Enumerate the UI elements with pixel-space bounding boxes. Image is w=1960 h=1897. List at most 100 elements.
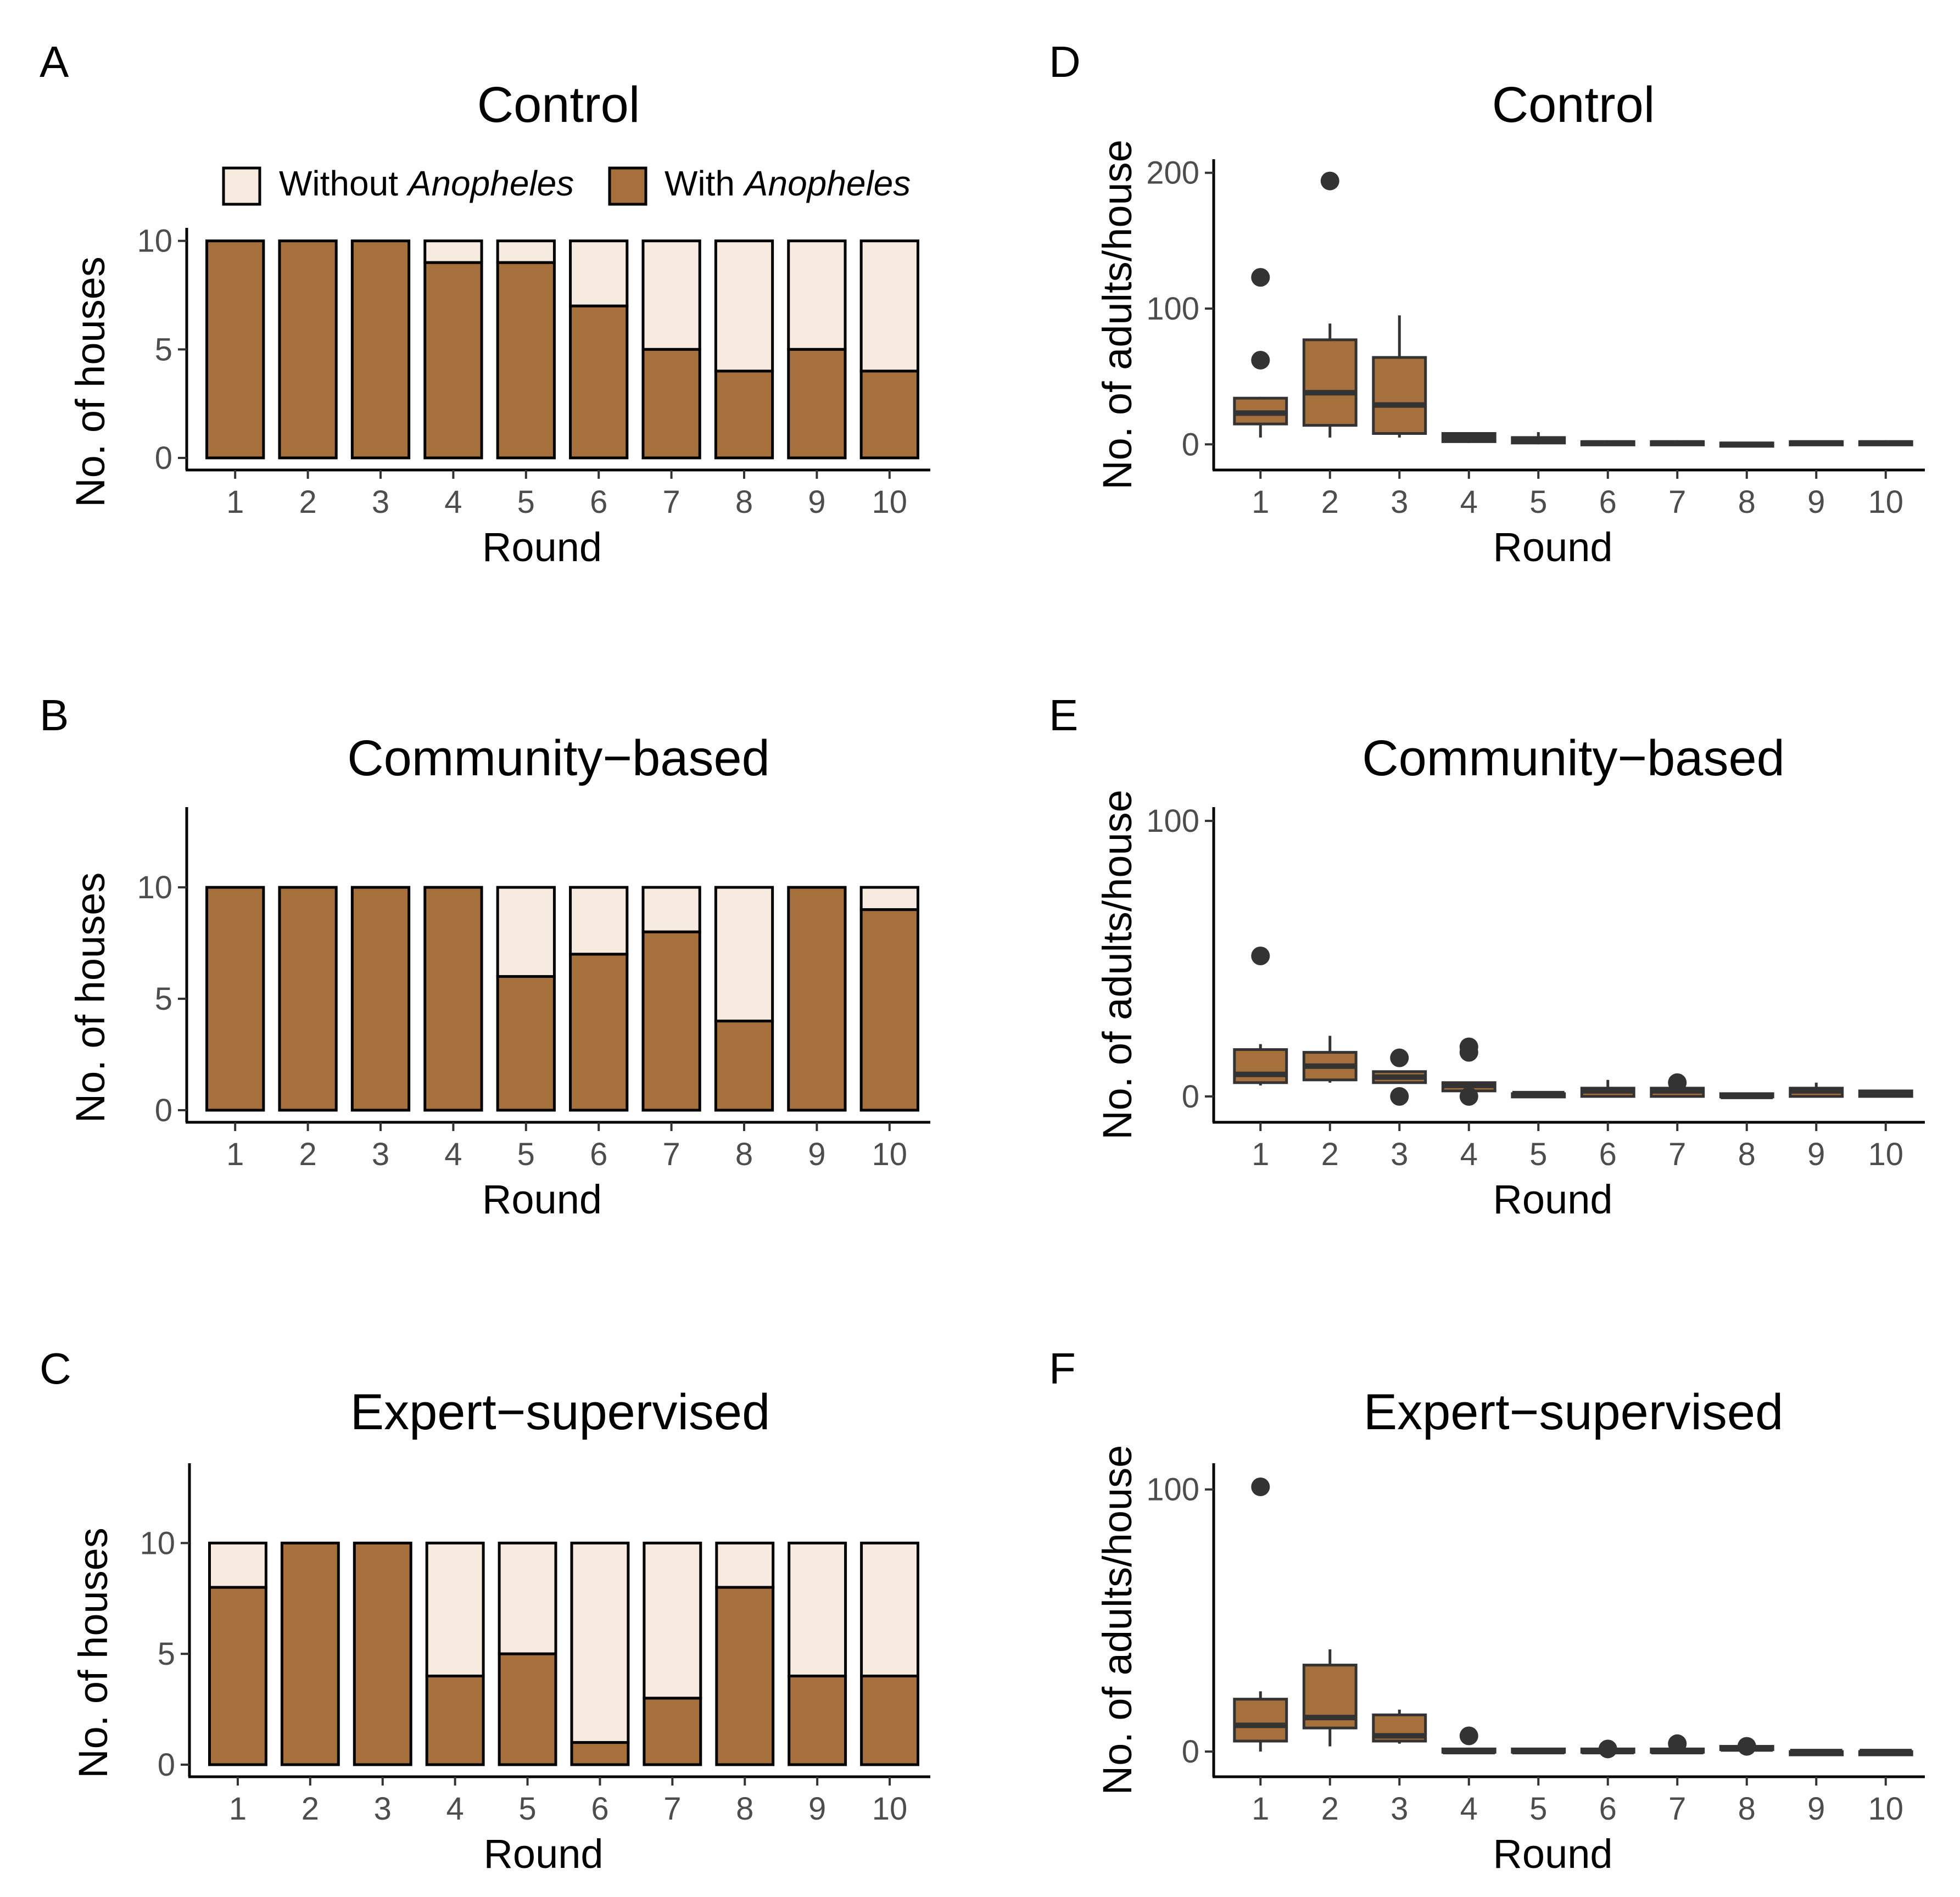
panel-letter: D (1049, 37, 1081, 86)
box-round-2 (1302, 1649, 1358, 1747)
box-round-1 (1233, 268, 1288, 438)
panel-b: B Community−based 0 5 10 1 2 3 4 5 6 7 8 9 10 Round No. … (40, 691, 930, 1222)
bar-with-anopheles (715, 1586, 775, 1766)
x-tick-label: 5 (1529, 1791, 1547, 1827)
panel-c: C Expert−supervised 0 5 10 1 2 3 4 5 6 7 8 9 10 Round No… (40, 1344, 930, 1877)
box-round-6 (1580, 1739, 1635, 1759)
box-round-2 (1302, 171, 1358, 438)
bar-with-anopheles (498, 1652, 557, 1766)
x-tick-label: 1 (226, 1137, 244, 1172)
x-tick-label: 8 (1738, 1791, 1756, 1827)
bar-without-anopheles (714, 886, 774, 1023)
x-tick-label: 10 (872, 484, 908, 520)
x-tick-label: 6 (590, 1137, 607, 1172)
x-tick-label: 10 (1868, 484, 1903, 520)
bar-without-anopheles (569, 886, 629, 956)
bar-without-anopheles (643, 1541, 702, 1700)
y-tick-label: 10 (137, 223, 172, 259)
y-axis-title: No. of houses (68, 256, 113, 507)
y-axis-title: No. of adults/house (1095, 790, 1140, 1140)
bar-without-anopheles (641, 239, 701, 351)
x-tick-label: 2 (1321, 1137, 1339, 1172)
bar-with-anopheles (425, 1675, 485, 1766)
box-round-6 (1580, 1079, 1635, 1098)
bar-with-anopheles (641, 930, 701, 1112)
bar-without-anopheles (859, 239, 919, 373)
box-round-10 (1858, 1749, 1913, 1756)
bar-without-anopheles (208, 1541, 267, 1589)
y-tick-label: 5 (155, 332, 172, 367)
x-tick-label: 10 (872, 1137, 908, 1172)
y-tick-label: 0 (1182, 427, 1199, 462)
outlier-point (1737, 1737, 1756, 1756)
bar-with-anopheles (280, 1541, 340, 1766)
box-round-6 (1580, 440, 1635, 446)
x-axis-title: Round (1493, 524, 1612, 570)
box-round-8 (1719, 1737, 1774, 1756)
box-round-4 (1441, 1726, 1496, 1755)
x-tick-label: 2 (299, 1137, 316, 1172)
bar-with-anopheles (278, 886, 338, 1112)
x-tick-label: 5 (518, 1791, 536, 1827)
x-tick-label: 1 (229, 1791, 247, 1827)
box (1233, 1048, 1288, 1084)
bar-without-anopheles (859, 886, 919, 911)
bar-without-anopheles (423, 239, 483, 264)
y-tick-label: 5 (158, 1636, 175, 1672)
outlier-point (1251, 946, 1270, 965)
box-round-3 (1372, 315, 1427, 438)
y-tick-label: 0 (1182, 1079, 1199, 1115)
box-round-10 (1858, 1089, 1913, 1098)
bar-with-anopheles (859, 370, 919, 460)
bar-without-anopheles (788, 1541, 847, 1678)
outlier-point (1459, 1037, 1478, 1056)
panel-letter: E (1049, 691, 1078, 740)
box-round-9 (1789, 440, 1844, 446)
x-tick-label: 3 (1391, 484, 1408, 520)
bar-without-anopheles (498, 1541, 557, 1655)
outlier-point (1251, 268, 1270, 287)
panel-letter: B (40, 691, 69, 740)
y-tick-label: 0 (155, 440, 172, 476)
x-tick-label: 6 (1599, 484, 1617, 520)
panel-letter: F (1049, 1344, 1076, 1393)
box-round-3 (1372, 1048, 1427, 1106)
box-round-5 (1511, 1747, 1566, 1755)
bar-with-anopheles (641, 348, 701, 460)
legend-key-with (608, 166, 647, 206)
box-round-5 (1511, 432, 1566, 445)
box-round-10 (1858, 440, 1913, 446)
bar-with-anopheles (859, 908, 919, 1112)
outlier-point (1668, 1734, 1687, 1753)
bar-with-anopheles (788, 1675, 847, 1766)
bar-without-anopheles (569, 239, 629, 307)
bar-without-anopheles (787, 239, 847, 351)
x-axis-title: Round (1493, 1177, 1612, 1222)
x-tick-label: 5 (1529, 484, 1547, 520)
y-axis-title: No. of adults/house (1095, 139, 1140, 490)
box-round-5 (1511, 1090, 1566, 1099)
box-round-4 (1441, 432, 1496, 443)
bar-with-anopheles (643, 1697, 702, 1766)
box-round-4 (1441, 1037, 1496, 1106)
outlier-point (1459, 1726, 1478, 1745)
box-round-3 (1372, 1709, 1427, 1744)
x-tick-label: 8 (1738, 484, 1756, 520)
y-tick-label: 0 (1182, 1734, 1199, 1770)
bar-with-anopheles (569, 304, 629, 460)
bar-with-anopheles (205, 886, 265, 1112)
y-axis-title: No. of adults/house (1095, 1445, 1140, 1795)
y-tick-label: 100 (1146, 1472, 1199, 1508)
box-round-9 (1789, 1082, 1844, 1098)
x-tick-label: 4 (444, 1137, 462, 1172)
bar-with-anopheles (569, 953, 629, 1112)
x-tick-label: 3 (1391, 1137, 1408, 1172)
x-tick-label: 4 (446, 1791, 464, 1827)
bar-with-anopheles (350, 886, 411, 1112)
y-axis-title: No. of houses (70, 1527, 116, 1778)
bar-with-anopheles (860, 1675, 919, 1766)
panel-f: F Expert−supervised 0 100 1 2 3 4 5 6 7 8 9 10 Round No… (1049, 1344, 1925, 1877)
x-tick-label: 5 (1529, 1137, 1547, 1172)
box (1372, 356, 1427, 435)
